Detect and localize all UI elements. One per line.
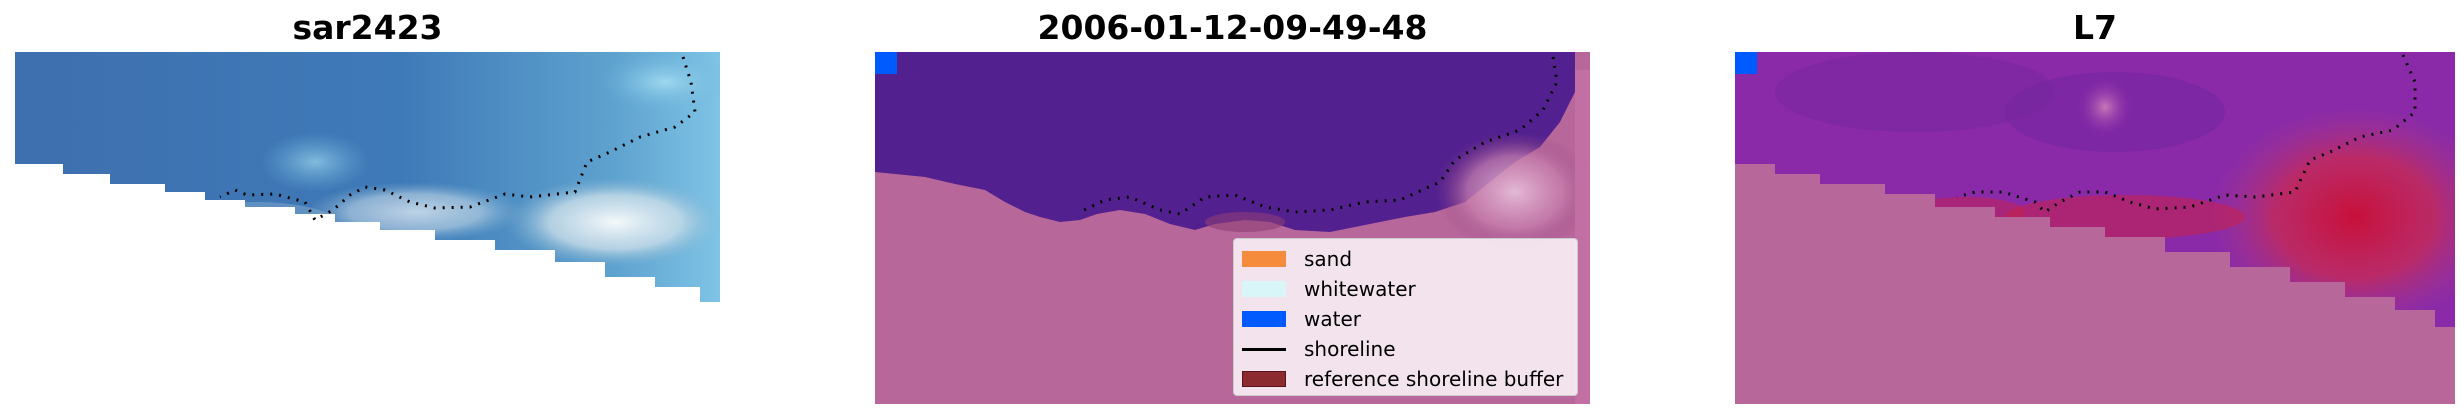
legend-item-sand: sand <box>1242 244 1569 274</box>
legend-label-sand: sand <box>1304 247 1353 271</box>
water-swatch <box>1242 311 1286 327</box>
sand-swatch <box>1242 251 1286 267</box>
water-pixel-corner <box>875 52 897 74</box>
legend-item-whitewater: whitewater <box>1242 274 1569 304</box>
legend-label-reference-buffer: reference shoreline buffer <box>1304 367 1564 391</box>
legend-label-whitewater: whitewater <box>1304 277 1416 301</box>
legend-item-shoreline: shoreline <box>1242 334 1569 364</box>
legend-item-reference-buffer: reference shoreline buffer <box>1242 364 1569 394</box>
legend-item-water: water <box>1242 304 1569 334</box>
water-pixel-corner-index <box>1735 52 1757 74</box>
legend-label-shoreline: shoreline <box>1304 337 1396 361</box>
legend: sand whitewater water shoreline referenc… <box>1233 238 1578 396</box>
index-image-panel <box>1735 52 2455 404</box>
panel-title-classified: 2006-01-12-09-49-48 <box>1037 8 1428 47</box>
shoreline-line-swatch <box>1242 347 1286 351</box>
legend-label-water: water <box>1304 307 1361 331</box>
classified-image-panel <box>875 52 1590 404</box>
rgb-image-panel <box>15 52 720 302</box>
panel-title-rgb: sar2423 <box>292 8 443 47</box>
whitewater-swatch <box>1242 281 1286 297</box>
panel-title-index: L7 <box>2073 8 2117 47</box>
reference-buffer-swatch <box>1242 371 1286 387</box>
